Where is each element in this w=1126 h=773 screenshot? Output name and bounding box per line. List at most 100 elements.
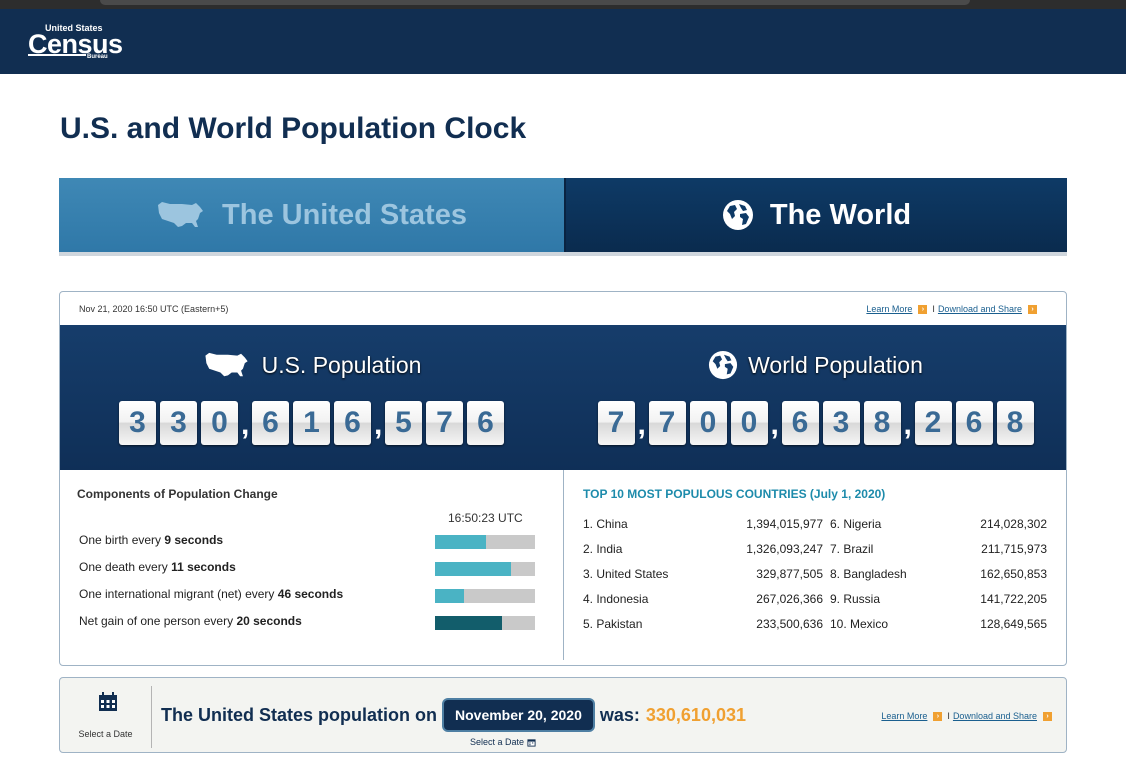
us-population-digit: 6: [252, 401, 289, 445]
logo-bureau-text: Bureau: [87, 54, 108, 60]
us-map-icon: [202, 350, 252, 380]
world-population-digit: 6: [955, 401, 993, 445]
historical-population-value: 330,610,031: [645, 704, 746, 725]
panel-links: Learn More › I Download and Share ›: [866, 304, 1042, 314]
select-date-link[interactable]: Select a Date: [470, 737, 536, 747]
components-section: Components of Population Change 16:50:23…: [77, 487, 547, 630]
browser-address-bar: [100, 0, 970, 5]
component-interval: 20 seconds: [236, 614, 302, 628]
date-picker-button[interactable]: November 20, 2020: [444, 700, 593, 730]
select-date-button[interactable]: Select a Date: [60, 686, 152, 748]
us-population-digit: 3: [119, 401, 156, 445]
historical-prefix: The United States population on: [161, 704, 437, 725]
country-name: 2. India: [583, 542, 623, 556]
table-row: 1. China 1,394,015,977 6. Nigeria 214,02…: [583, 517, 1053, 535]
table-row: 3. United States 329,877,505 8. Banglade…: [583, 567, 1053, 585]
table-row: 2. India 1,326,093,247 7. Brazil 211,715…: [583, 542, 1053, 560]
world-population-label: World Population: [748, 351, 923, 378]
browser-chrome-strip: [0, 0, 1126, 9]
component-progress-bar: [435, 589, 535, 603]
section-divider: [563, 470, 564, 660]
site-header: United States Census Bureau: [0, 9, 1126, 74]
arrow-right-icon: ›: [918, 304, 928, 314]
historical-population-line: The United States population on November…: [161, 700, 746, 730]
select-date-label: Select a Date: [78, 729, 133, 739]
logo-top-text: United States: [45, 23, 103, 33]
country-name: 9. Russia: [830, 592, 881, 606]
population-details: Components of Population Change 16:50:23…: [60, 470, 1066, 665]
link-separator: I: [932, 304, 935, 314]
globe-icon: [722, 199, 754, 231]
country-population: 214,028,302: [980, 517, 1047, 531]
logo-underline: [28, 54, 86, 56]
download-share-link[interactable]: Download and Share: [937, 304, 1022, 314]
select-date-small-label: Select a Date: [470, 737, 525, 747]
country-name: 3. United States: [583, 567, 669, 581]
component-progress-fill: [435, 616, 502, 630]
globe-icon: [708, 350, 738, 380]
us-population-digit: 7: [426, 401, 463, 445]
component-progress-bar: [435, 616, 535, 630]
top10-title: TOP 10 MOST POPULOUS COUNTRIES (July 1, …: [583, 487, 886, 501]
us-map-icon: [156, 199, 206, 231]
download-share-link[interactable]: Download and Share: [952, 711, 1037, 721]
us-population-digit: 0: [201, 401, 238, 445]
world-population-comma: ,: [770, 408, 779, 441]
learn-more-link[interactable]: Learn More: [881, 711, 928, 721]
us-population-digit: 6: [334, 401, 371, 445]
component-text: One international migrant (net) every: [79, 587, 278, 601]
country-population: 233,500,636: [756, 617, 823, 631]
census-logo[interactable]: United States Census Bureau: [28, 23, 123, 63]
world-population-digit: 2: [914, 401, 952, 445]
component-text: One birth every: [79, 533, 165, 547]
country-population: 141,722,205: [980, 592, 1047, 606]
world-population-digit: 0: [730, 401, 768, 445]
component-row: One international migrant (net) every 46…: [79, 587, 539, 607]
link-separator: I: [947, 711, 950, 721]
tab-united-states[interactable]: The United States: [59, 178, 564, 252]
calendar-icon: [99, 692, 117, 711]
us-population-digit: 5: [385, 401, 422, 445]
country-population: 211,715,973: [981, 542, 1047, 556]
world-population-digit: 7: [597, 401, 635, 445]
region-tabs: The United States The World: [59, 178, 1067, 256]
country-population: 329,877,505: [756, 567, 823, 581]
learn-more-link[interactable]: Learn More: [866, 304, 913, 314]
us-population-comma: ,: [241, 408, 250, 441]
country-name: 10. Mexico: [830, 617, 889, 631]
us-population-digit: 3: [160, 401, 197, 445]
world-population-digit: 8: [996, 401, 1034, 445]
country-population: 128,649,565: [980, 617, 1047, 631]
country-name: 6. Nigeria: [830, 517, 882, 531]
tab-world[interactable]: The World: [564, 178, 1067, 252]
world-population-comma: ,: [637, 408, 646, 441]
table-row: 5. Pakistan 233,500,636 10. Mexico 128,6…: [583, 617, 1053, 635]
historical-population-bar: Select a Date The United States populati…: [59, 677, 1067, 753]
country-name: 4. Indonesia: [583, 592, 649, 606]
country-population: 1,326,093,247: [746, 542, 823, 556]
component-interval: 11 seconds: [171, 560, 236, 574]
components-title: Components of Population Change: [77, 487, 278, 501]
component-row: Net gain of one person every 20 seconds: [79, 614, 539, 634]
component-progress-bar: [435, 562, 535, 576]
us-population-title: U.S. Population: [60, 350, 563, 380]
arrow-right-icon: ›: [1028, 304, 1037, 314]
us-population-digit: 1: [293, 401, 330, 445]
country-name: 5. Pakistan: [583, 617, 643, 631]
component-text: One death every: [79, 560, 172, 574]
panel-topbar: Nov 21, 2020 16:50 UTC (Eastern+5) Learn…: [60, 292, 1066, 325]
country-population: 162,650,853: [980, 567, 1047, 581]
component-row: One birth every 9 seconds: [79, 533, 539, 553]
table-row: 4. Indonesia 267,026,366 9. Russia 141,7…: [583, 592, 1053, 610]
tab-united-states-label: The United States: [222, 198, 467, 231]
top10-countries-section: TOP 10 MOST POPULOUS COUNTRIES (July 1, …: [583, 487, 1053, 631]
component-progress-bar: [435, 535, 535, 549]
world-population-digit: 3: [822, 401, 860, 445]
date-stamp: Nov 21, 2020 16:50 UTC (Eastern+5): [79, 304, 229, 314]
world-population-digit: 6: [781, 401, 819, 445]
country-name: 7. Brazil: [830, 542, 874, 556]
